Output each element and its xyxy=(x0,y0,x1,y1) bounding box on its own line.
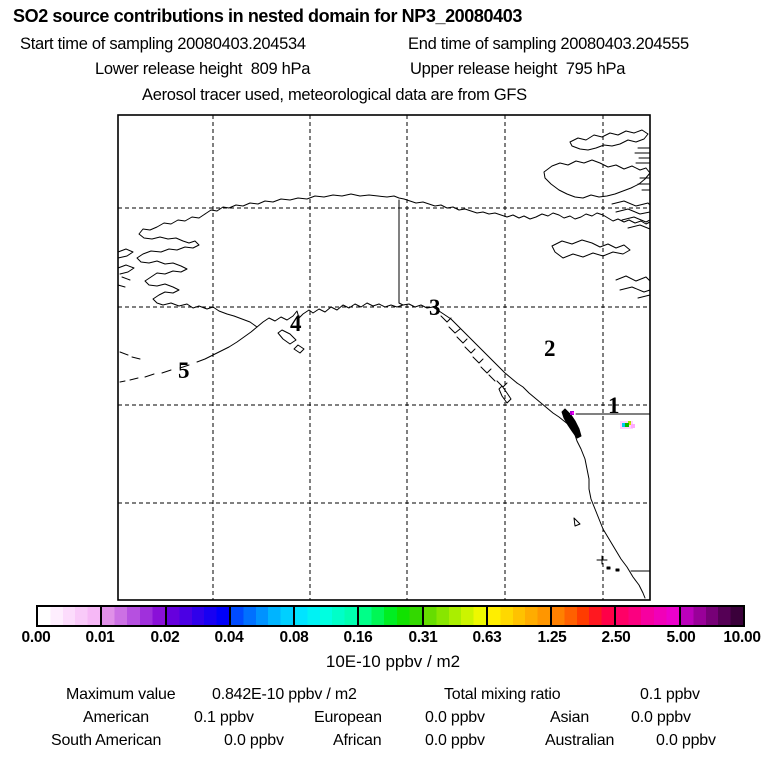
plume-pixels xyxy=(570,411,635,429)
region-value-south-american: 0.0 ppbv xyxy=(224,732,284,749)
colorbar-tick: 0.01 xyxy=(85,629,115,646)
region-value-american: 0.1 ppbv xyxy=(194,709,254,726)
colorbar-tick: 0.16 xyxy=(343,629,373,646)
colorbar-unit-label: 10E-10 ppbv / m2 xyxy=(325,652,461,671)
colorbar-tick: 0.04 xyxy=(214,629,244,646)
colorbar-segment xyxy=(295,607,360,625)
map-region-numbers: 1 2 3 4 5 xyxy=(178,295,620,418)
colorbar-tick: 2.50 xyxy=(601,629,631,646)
start-time-text: Start time of sampling 20080403.204534 xyxy=(20,35,306,53)
colorbar-segment xyxy=(102,607,167,625)
coastlines xyxy=(117,129,651,599)
region-name-australian: Australian xyxy=(545,732,615,749)
tracer-note-text: Aerosol tracer used, meteorological data… xyxy=(142,86,527,104)
colorbar-segment xyxy=(423,607,488,625)
alaska-yukon-border xyxy=(398,199,404,306)
victoria-island xyxy=(543,159,651,199)
colorbar-segment xyxy=(616,607,681,625)
colorbar-segment xyxy=(487,607,553,625)
lower-release-text: Lower release height 809 hPa xyxy=(95,60,311,78)
kodiak-islands xyxy=(277,329,305,354)
vancouver-island xyxy=(561,408,582,439)
region-number-5: 5 xyxy=(178,358,190,383)
colorbar-segment xyxy=(166,607,231,625)
panhandle-coastline xyxy=(432,306,518,384)
colorbar-tick: 0.31 xyxy=(408,629,438,646)
west-alaska-coastline xyxy=(136,213,235,317)
colorbar-tick: 0.08 xyxy=(279,629,309,646)
hudson-coast-bits xyxy=(615,275,651,299)
region-number-2: 2 xyxy=(544,336,556,361)
end-time-text: End time of sampling 20080403.204555 xyxy=(408,35,689,53)
total-mixing-ratio-label: Total mixing ratio xyxy=(444,686,561,703)
region-name-american: American xyxy=(83,709,149,726)
panhandle-islands xyxy=(440,315,512,404)
region-value-european: 0.0 ppbv xyxy=(425,709,485,726)
latlon-grid xyxy=(118,115,650,600)
coast-marks xyxy=(573,517,608,565)
region-name-european: European xyxy=(314,709,382,726)
colorbar-tick: 5.00 xyxy=(666,629,696,646)
total-mixing-ratio-value: 0.1 ppbv xyxy=(640,686,700,703)
south-alaska-coastline xyxy=(256,302,434,328)
colorbar-tick: 0.02 xyxy=(150,629,180,646)
colorbar-tick: 1.25 xyxy=(537,629,567,646)
region-value-african: 0.0 ppbv xyxy=(425,732,485,749)
region-name-african: African xyxy=(333,732,382,749)
region-number-4: 4 xyxy=(290,311,302,336)
colorbar-segment xyxy=(359,607,424,625)
colorbar-tick: 0.00 xyxy=(21,629,51,646)
figure-title: SO2 source contributions in nested domai… xyxy=(13,6,522,26)
colorbar-segment xyxy=(552,607,617,625)
colorbar-segment xyxy=(680,607,743,625)
alaska-peninsula xyxy=(196,315,258,363)
arctic-coast-bits xyxy=(611,200,651,230)
colorbar-segment xyxy=(38,607,103,625)
upper-release-text: Upper release height 795 hPa xyxy=(410,60,626,78)
us-west-coastline xyxy=(516,382,646,599)
region-value-australian: 0.0 ppbv xyxy=(656,732,716,749)
colorbar-tick: 0.63 xyxy=(472,629,502,646)
arctic-coastline xyxy=(204,193,651,225)
kent-peninsula xyxy=(551,239,631,259)
map-frame xyxy=(117,114,651,601)
colorbar xyxy=(36,605,745,627)
region-name-south-american: South American xyxy=(51,732,162,749)
chukotka-coastline xyxy=(117,248,135,288)
region-name-asian: Asian xyxy=(550,709,590,726)
aleutian-islands xyxy=(119,351,190,383)
region-value-asian: 0.0 ppbv xyxy=(631,709,691,726)
arctic-island-upper xyxy=(569,129,651,164)
region-number-1: 1 xyxy=(608,393,620,418)
maximum-value-label: Maximum value xyxy=(66,686,176,703)
colorbar-tick: 10.00 xyxy=(723,629,761,646)
colorbar-segment xyxy=(230,607,296,625)
region-number-3: 3 xyxy=(429,295,441,320)
maximum-value: 0.842E-10 ppbv / m2 xyxy=(212,686,357,703)
